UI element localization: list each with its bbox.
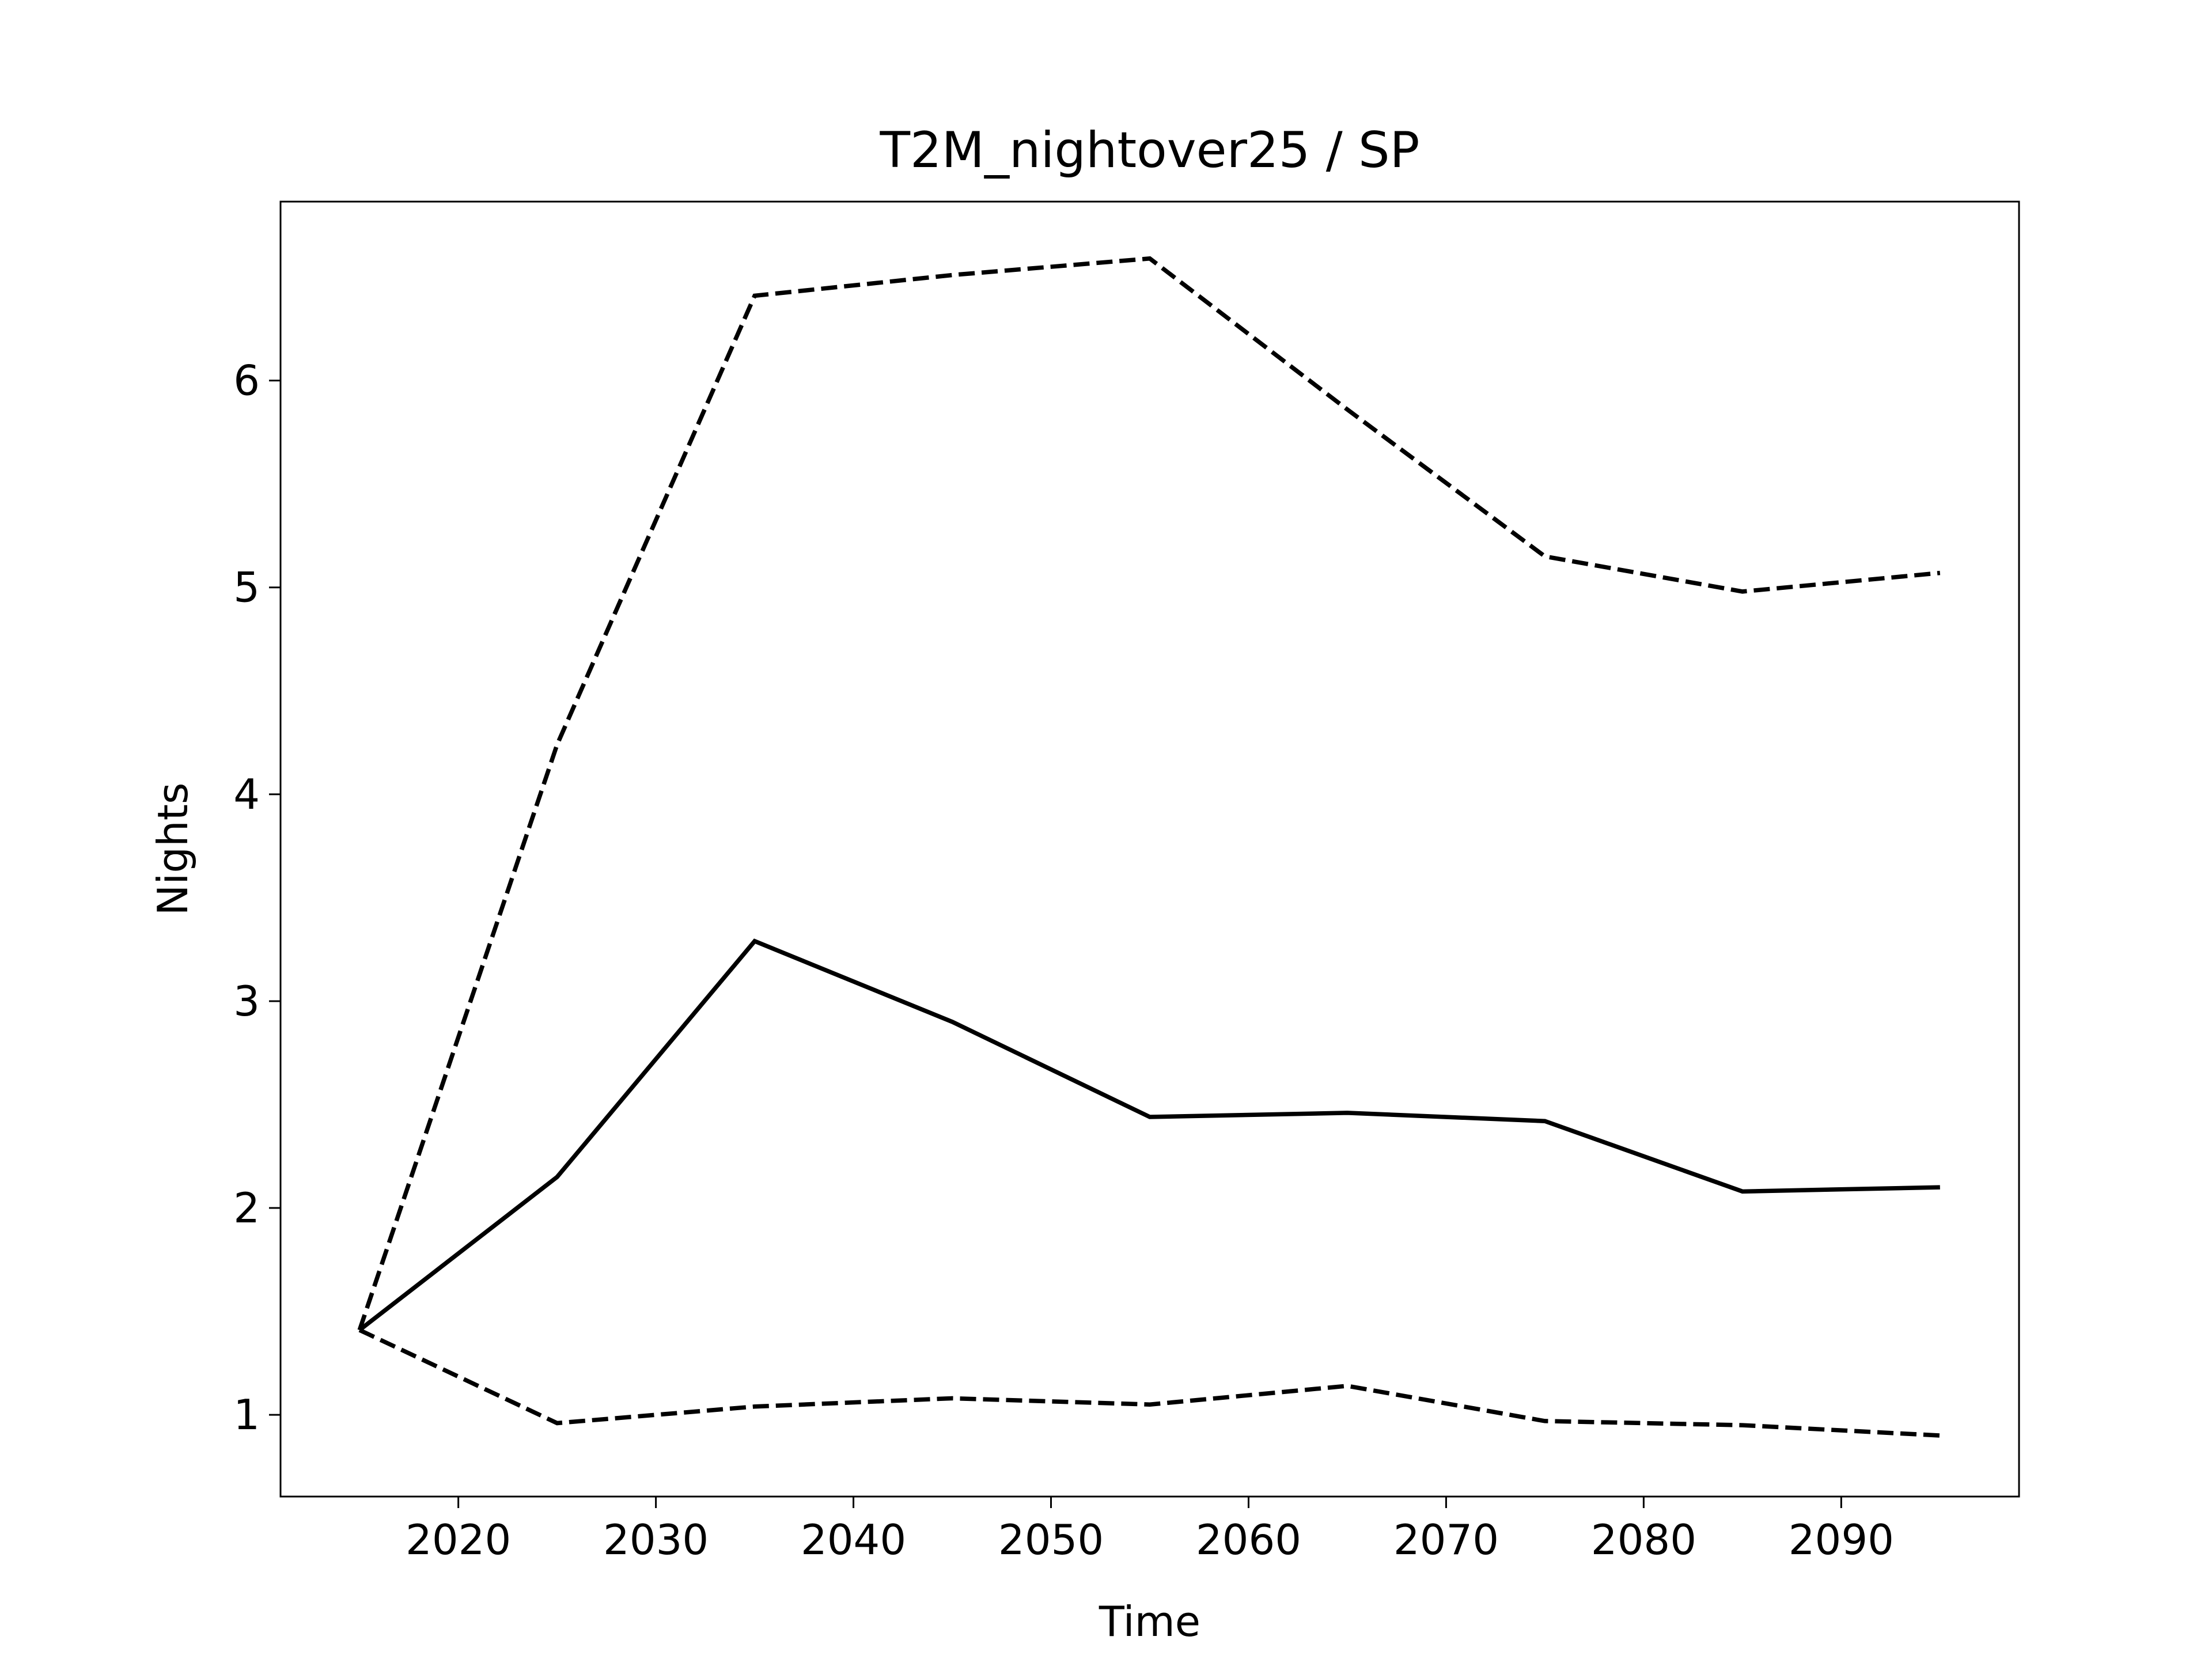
y-tick-label: 6: [233, 357, 260, 405]
y-axis-label: Nights: [149, 783, 197, 916]
y-tick-label: 5: [233, 563, 260, 612]
plot-frame: [279, 200, 2020, 1498]
x-tick-label: 2080: [1591, 1516, 1696, 1564]
data-line: [358, 938, 1940, 1332]
y-tick-label: 2: [233, 1184, 260, 1232]
x-tick-label: 2030: [603, 1516, 709, 1564]
y-tick-label: 3: [233, 977, 260, 1025]
y-tick-label: 1: [233, 1391, 260, 1439]
x-tick-label: 2020: [406, 1516, 511, 1564]
data-line: [358, 1328, 1941, 1438]
x-tick-label: 2050: [998, 1516, 1104, 1564]
y-tick-label: 4: [233, 770, 260, 819]
x-tick-label: 2070: [1393, 1516, 1499, 1564]
x-tick-label: 2060: [1196, 1516, 1301, 1564]
x-tick-label: 2090: [1789, 1516, 1894, 1564]
x-tick-label: 2040: [801, 1516, 906, 1564]
chart-title: T2M_nightover25 / SP: [880, 122, 1420, 179]
data-line: [357, 256, 1941, 1331]
x-axis-label: Time: [1099, 1597, 1200, 1646]
